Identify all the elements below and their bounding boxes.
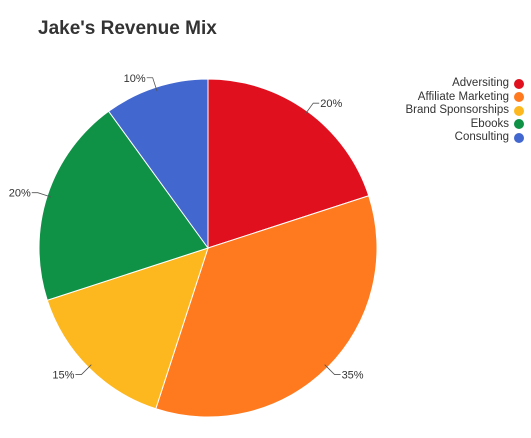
data-label: 10%	[124, 73, 146, 85]
legend-item: Brand Sponsorships	[405, 104, 524, 118]
chart-title: Jake's Revenue Mix	[38, 18, 217, 39]
legend-swatch	[514, 78, 524, 89]
legend-swatch	[514, 119, 524, 130]
legend-label: Affiliate Marketing	[417, 90, 509, 103]
legend-swatch	[514, 132, 524, 143]
legend-item: Ebooks	[405, 118, 524, 132]
data-label: 20%	[9, 188, 31, 200]
data-label: 35%	[342, 370, 364, 382]
data-label: 15%	[52, 370, 74, 382]
legend-label: Adversiting	[452, 77, 509, 89]
legend-label: Ebooks	[470, 117, 509, 130]
legend-swatch	[514, 92, 524, 103]
chart-legend: Adversiting Affiliate Marketing Brand Spon…	[405, 77, 524, 145]
leader-line	[75, 364, 92, 375]
legend-item: Affiliate Marketing	[405, 91, 524, 105]
legend-swatch	[514, 105, 524, 116]
legend-label: Consulting	[454, 131, 509, 143]
legend-item: Consulting	[405, 131, 524, 145]
leader-line	[304, 102, 320, 115]
leader-line	[324, 364, 341, 375]
data-label: 20%	[320, 98, 342, 110]
leader-line	[31, 192, 52, 198]
legend-label: Brand Sponsorships	[405, 104, 509, 116]
legend-item: Adversiting	[405, 77, 524, 91]
leader-line	[146, 77, 158, 92]
